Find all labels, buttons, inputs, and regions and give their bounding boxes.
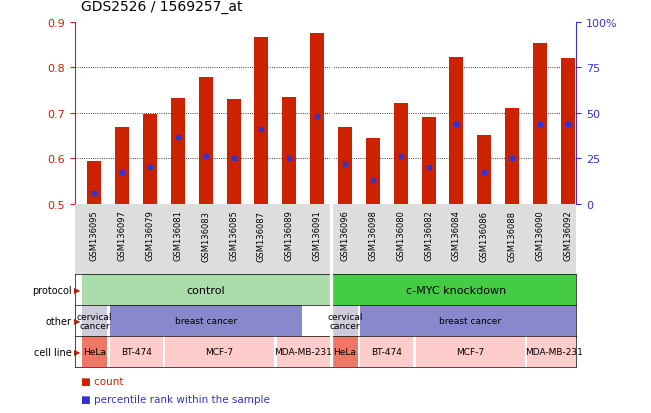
Bar [360,306,580,337]
Text: GSM136087: GSM136087 [257,210,266,261]
Text: ▶: ▶ [74,317,81,325]
Bar [329,275,333,306]
Text: GSM136079: GSM136079 [146,210,154,261]
Text: GSM136081: GSM136081 [173,210,182,261]
Text: ■ count: ■ count [81,376,124,386]
Bar [329,306,333,337]
Text: GSM136084: GSM136084 [452,210,461,261]
Bar [561,59,575,204]
Bar [533,44,547,204]
Text: GSM136088: GSM136088 [508,210,517,261]
Bar [109,306,302,337]
Bar [527,337,580,368]
Text: breast cancer: breast cancer [439,317,501,325]
Text: GSM136090: GSM136090 [535,210,544,261]
Text: GSM136083: GSM136083 [201,210,210,261]
Bar [477,135,492,204]
Bar [165,337,274,368]
Bar [333,306,357,337]
Bar [360,337,413,368]
Bar [422,118,436,204]
Bar [143,114,157,204]
Text: c-MYC knockdown: c-MYC knockdown [406,285,506,295]
Text: GSM136096: GSM136096 [340,210,350,261]
Text: MDA-MB-231: MDA-MB-231 [274,348,332,356]
Text: BT-474: BT-474 [371,348,402,356]
Text: HeLa: HeLa [83,348,106,356]
Bar [338,127,352,204]
Text: control: control [186,285,225,295]
Bar [333,275,580,306]
Text: MCF-7: MCF-7 [456,348,484,356]
Text: other: other [46,316,72,326]
Bar [505,109,519,204]
Text: MDA-MB-231: MDA-MB-231 [525,348,583,356]
Text: GDS2526 / 1569257_at: GDS2526 / 1569257_at [81,0,243,14]
Bar [199,78,213,204]
Text: protocol: protocol [32,285,72,295]
Text: ▶: ▶ [74,286,81,294]
Text: ■ percentile rank within the sample: ■ percentile rank within the sample [81,394,270,404]
Bar [82,337,107,368]
Bar [310,33,324,204]
Text: GSM136089: GSM136089 [284,210,294,261]
Bar [82,306,107,337]
Bar [333,337,357,368]
Text: GSM136085: GSM136085 [229,210,238,261]
Bar [283,98,296,204]
Text: GSM136097: GSM136097 [118,210,127,261]
Text: GSM136086: GSM136086 [480,210,489,261]
Bar [366,139,380,204]
Bar [329,337,333,368]
Text: cervical
cancer: cervical cancer [77,312,112,330]
Bar [109,337,163,368]
Text: cell line: cell line [34,347,72,357]
Text: BT-474: BT-474 [120,348,152,356]
Bar [171,99,185,204]
Text: GSM136095: GSM136095 [90,210,99,261]
Bar [255,38,268,204]
Text: cervical
cancer: cervical cancer [327,312,363,330]
Bar [329,23,333,204]
Bar [227,100,241,204]
Bar [416,337,525,368]
Bar [87,161,102,204]
Text: MCF-7: MCF-7 [206,348,234,356]
Bar [277,337,329,368]
Text: breast cancer: breast cancer [174,317,237,325]
Text: GSM136080: GSM136080 [396,210,405,261]
Bar [394,104,408,204]
Bar [329,204,333,275]
Text: GSM136091: GSM136091 [312,210,322,261]
Bar [115,127,129,204]
Text: GSM136082: GSM136082 [424,210,433,261]
Bar [449,58,464,204]
Text: ▶: ▶ [74,348,81,356]
Text: GSM136092: GSM136092 [563,210,572,261]
Bar [82,275,329,306]
Text: GSM136098: GSM136098 [368,210,378,261]
Text: HeLa: HeLa [333,348,357,356]
